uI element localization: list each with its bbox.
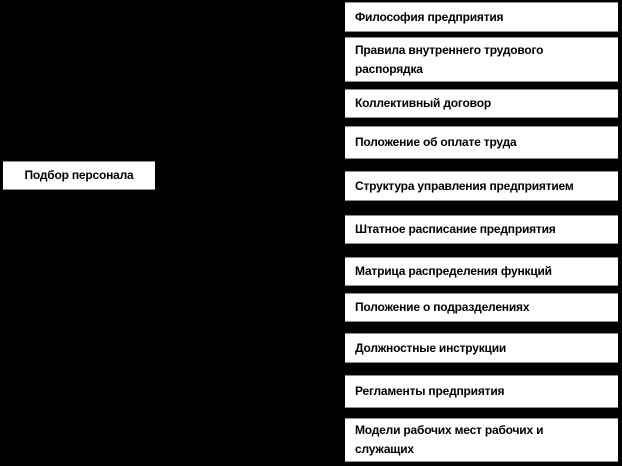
- node-document-job-descriptions: Должностные инструкции: [345, 333, 618, 363]
- node-document-label: Матрица распределения функций: [355, 264, 552, 278]
- node-document-division-regulation: Положение о подразделениях: [345, 293, 618, 322]
- node-document-label: Структура управления предприятием: [355, 178, 574, 193]
- node-document-label: Правила внутреннего трудового распорядка: [355, 42, 544, 76]
- node-document-label: Должностные инструкции: [355, 340, 507, 355]
- node-document-function-matrix: Матрица распределения функций: [345, 257, 618, 286]
- node-document-philosophy: Философия предприятия: [345, 2, 618, 32]
- node-personnel-selection-label: Подбор персонала: [24, 168, 134, 182]
- node-document-pay-regulation: Положение об оплате труда: [345, 126, 618, 159]
- node-document-internal-labor-rules: Правила внутреннего трудового распорядка: [345, 37, 618, 82]
- node-document-collective-agreement: Коллективный договор: [345, 89, 618, 118]
- node-document-management-structure: Структура управления предприятием: [345, 171, 618, 201]
- node-document-label: Модели рабочих мест рабочих и служащих: [355, 423, 544, 456]
- node-document-label: Регламенты предприятия: [355, 384, 505, 398]
- node-document-enterprise-regulations: Регламенты предприятия: [345, 375, 618, 408]
- node-document-workplace-models: Модели рабочих мест рабочих и служащих: [345, 418, 618, 462]
- node-personnel-selection: Подбор персонала: [3, 161, 155, 190]
- node-document-label: Философия предприятия: [355, 9, 504, 24]
- node-document-staffing-table: Штатное расписание предприятия: [345, 215, 618, 244]
- node-document-label: Коллективный договор: [355, 96, 491, 110]
- node-document-label: Положение о подразделениях: [355, 300, 530, 314]
- node-document-label: Положение об оплате труда: [355, 135, 517, 149]
- node-document-label: Штатное расписание предприятия: [355, 222, 556, 236]
